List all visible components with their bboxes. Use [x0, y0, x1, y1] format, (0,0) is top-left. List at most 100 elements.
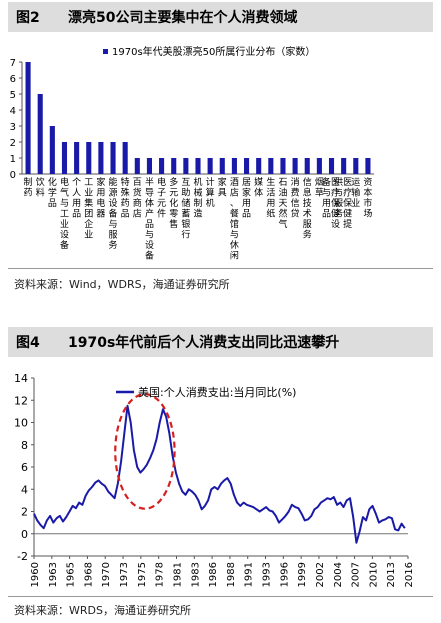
bar: [268, 158, 274, 174]
bar: [37, 94, 43, 174]
x-tick-label: 资本市场: [363, 177, 372, 220]
x-tick-label: 1978: [155, 562, 166, 587]
y-tick-label: 8: [21, 439, 28, 452]
x-tick-label: 机械制造: [193, 176, 202, 220]
x-tick-label: 1965: [66, 562, 77, 587]
figure2-title: 1970s年代前后个人消费支出同比迅速攀升: [68, 335, 340, 351]
y-tick-label: 0: [21, 528, 28, 541]
x-tick-label: 计算机: [206, 176, 215, 209]
x-tick-label: 多元化零售: [169, 176, 178, 230]
x-tick-label: 石油天然气: [278, 178, 287, 230]
x-tick-label: 2007: [351, 562, 362, 587]
x-tick-label: 电子元件: [157, 176, 166, 220]
figure2-title-bar: 图4 1970s年代前后个人消费支出同比迅速攀升: [8, 327, 433, 357]
bar: [304, 158, 310, 174]
figure2-source: 资料来源：WRDS，海通证券研究所: [14, 604, 191, 617]
bar: [183, 158, 189, 174]
bar: [353, 158, 359, 174]
x-tick-label: 居家用品: [242, 177, 251, 220]
bar: [280, 158, 286, 174]
y-tick-label: 4: [10, 106, 16, 117]
legend-label: 1970s年代美股漂亮50所属行业分布（家数）: [112, 45, 315, 58]
line-chart: -2 0 2 4 6 8 10 12 14 1960 1963 1965 1968 1970 1973 197…: [14, 372, 415, 587]
y-tick-label: 6: [10, 74, 16, 85]
x-tick-label: 1991: [244, 562, 255, 587]
y-tick-label: -2: [17, 550, 28, 563]
x-tick-label: 消费信贷: [291, 176, 300, 220]
x-tick-label: 2016: [404, 562, 415, 587]
bar: [86, 142, 92, 174]
y-tick-label: 2: [10, 138, 16, 149]
x-tick-label: 家具: [218, 176, 227, 199]
series-line: [33, 404, 406, 544]
x-tick-label: 1993: [262, 562, 273, 587]
y-tick-label: 1: [10, 154, 16, 165]
bar: [134, 158, 140, 174]
x-tick-label: 1996: [279, 562, 290, 587]
x-tick-label: 1968: [83, 562, 94, 587]
y-tick-label: 3: [10, 122, 16, 133]
figure1-number: 图2: [16, 10, 40, 26]
x-tick-label: 1999: [297, 562, 308, 587]
y-tick-label: 7: [10, 58, 16, 69]
figure1-source-rule: [8, 268, 433, 269]
x-tick-label: 饮料: [36, 176, 45, 199]
x-tick-label: 个人用品: [72, 177, 81, 220]
x-tick-label: 1983: [190, 562, 201, 587]
x-tick-label: 1973: [119, 562, 130, 587]
figure2-number: 图4: [16, 335, 40, 351]
x-tick-label: 工业集团企业: [84, 178, 93, 241]
x-tick-label: 1975: [137, 562, 148, 587]
y-tick-label: 2: [21, 506, 28, 519]
x-tick-label: 2004: [333, 562, 344, 587]
x-tick-label: 制药: [24, 176, 33, 199]
x-tick-label: 媒体: [254, 177, 263, 199]
x-tick-label: 互助储蓄银行: [181, 177, 190, 241]
legend-swatch: [103, 49, 108, 54]
y-tick-label: 6: [21, 461, 28, 474]
bar: [146, 158, 152, 174]
highlight-ellipse: [114, 393, 176, 510]
bar-chart: 0 1 2 3 4 5 6 7 制药饮料化学品电气与工业设备个人用品工业集团企业家用电器能源设备…: [10, 45, 374, 262]
y-tick-label: 10: [14, 417, 28, 430]
figure1-source: 资料来源：Wind，WDRS，海通证券研究所: [14, 278, 230, 291]
x-tick-label: 特殊药品: [121, 176, 130, 220]
x-tick-label: 1986: [208, 562, 219, 587]
y-tick-label: 5: [10, 90, 16, 101]
x-tick-label: 2010: [368, 562, 379, 587]
x-tick-label: 百货商店: [133, 177, 142, 220]
bar: [292, 158, 298, 174]
bar: [207, 158, 213, 174]
bar: [244, 158, 250, 174]
bar: [49, 126, 55, 174]
x-tick-label: 1963: [48, 562, 59, 587]
x-tick-label: 烟草: [315, 176, 324, 199]
y-tick-label: 4: [21, 483, 28, 496]
x-tick-label: 酒店、餐馆与休闲: [230, 177, 239, 262]
figure2-source-rule: [8, 596, 433, 597]
x-tick-label: 电气与工业设备: [60, 176, 69, 251]
bar: [159, 158, 165, 174]
bar: [61, 142, 68, 174]
bar: [195, 158, 201, 174]
x-tick-label: 生活用纸: [266, 176, 275, 220]
x-tick-label: 化学品: [48, 176, 57, 209]
x-tick-label: 家用电器: [96, 176, 105, 220]
bar: [98, 142, 104, 174]
x-tick-label: 运输业: [351, 177, 360, 209]
x-tick-label: 信息技术服务: [303, 176, 312, 241]
figure1-title-bar: 图2 漂亮50公司主要集中在个人消费领域: [8, 2, 433, 32]
bar: [328, 158, 335, 174]
bar: [341, 158, 347, 174]
x-tick-label: 1960: [30, 562, 41, 587]
bar: [74, 142, 80, 174]
y-tick-label: 12: [14, 394, 28, 407]
figure1-title: 漂亮50公司主要集中在个人消费领域: [68, 10, 298, 26]
bar: [365, 158, 371, 174]
x-tick-label: 2013: [386, 562, 397, 587]
x-tick-label: 1970: [101, 562, 112, 587]
bar: [316, 158, 322, 174]
x-tick-label: 能源设备与服务: [109, 176, 118, 251]
bar: [25, 62, 31, 174]
bar: [219, 158, 225, 174]
